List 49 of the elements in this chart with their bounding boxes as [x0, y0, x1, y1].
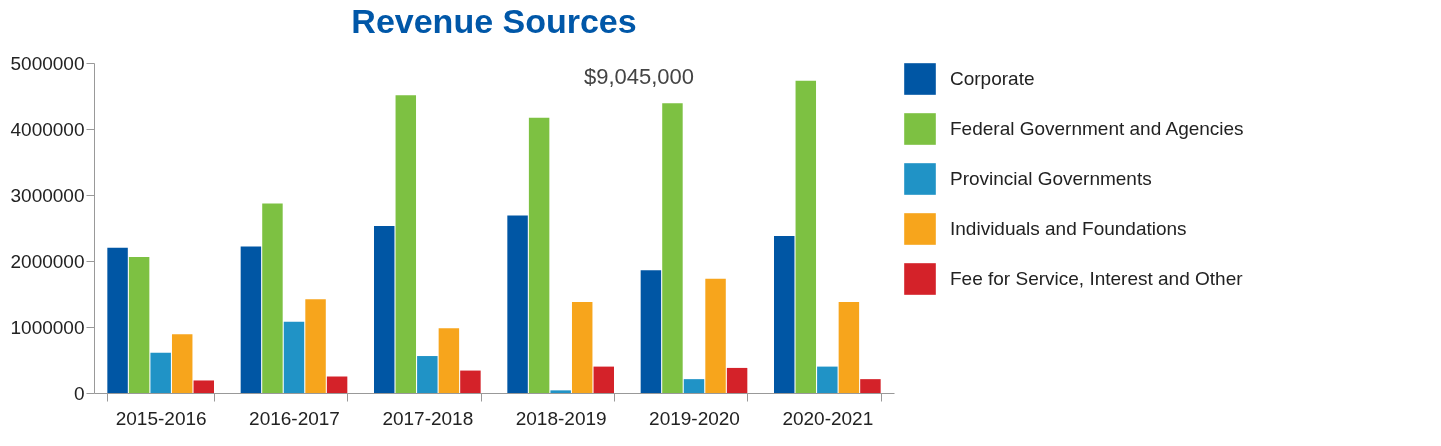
- bar: [417, 356, 438, 393]
- x-tick-label: 2019-2020: [649, 407, 740, 429]
- bar: [240, 246, 262, 393]
- bar: [283, 321, 305, 393]
- bar: [640, 270, 662, 393]
- bar: [774, 235, 795, 393]
- y-tick-label: 5000000: [10, 52, 85, 74]
- bar: [107, 247, 128, 393]
- bar: [705, 278, 726, 393]
- bar: [550, 390, 571, 393]
- legend-label: Corporate: [950, 68, 1035, 89]
- bar: [128, 257, 150, 393]
- y-tick-label: 4000000: [10, 118, 85, 140]
- bar: [326, 376, 348, 393]
- legend-label: Federal Government and Agencies: [950, 118, 1244, 139]
- chart-title: Revenue Sources: [351, 2, 637, 40]
- annotation: $9,045,000: [583, 64, 695, 89]
- legend-label: Individuals and Foundations: [950, 218, 1187, 239]
- bar: [726, 367, 748, 393]
- bar: [193, 380, 214, 393]
- bar: [571, 301, 593, 393]
- bar: [662, 103, 683, 393]
- x-tick-label: 2016-2017: [249, 407, 340, 429]
- bar: [838, 301, 860, 393]
- bar: [683, 379, 705, 393]
- bar: [262, 203, 283, 393]
- legend-label: Fee for Service, Interest and Other: [950, 268, 1244, 289]
- bar: [374, 226, 395, 393]
- bar: [395, 95, 417, 393]
- y-tick-label: 2000000: [10, 250, 85, 272]
- bar: [305, 299, 326, 393]
- bar: [593, 366, 614, 393]
- bar: [460, 370, 481, 393]
- bar: [150, 352, 171, 393]
- y-tick-label: 0: [73, 382, 85, 404]
- legend-label: Provincial Governments: [950, 168, 1152, 189]
- bar: [171, 334, 193, 393]
- bar: [528, 117, 550, 393]
- x-tick-label: 2015-2016: [115, 407, 207, 429]
- bar: [817, 366, 838, 393]
- bar: [507, 215, 528, 393]
- x-tick-label: 2017-2018: [382, 407, 474, 429]
- x-tick-label: 2020-2021: [782, 407, 874, 429]
- bar: [438, 328, 460, 393]
- y-tick-label: 1000000: [10, 316, 85, 338]
- bar: [795, 80, 817, 393]
- x-tick-label: 2018-2019: [515, 407, 607, 429]
- y-tick-label: 3000000: [10, 184, 85, 206]
- bar: [860, 379, 881, 393]
